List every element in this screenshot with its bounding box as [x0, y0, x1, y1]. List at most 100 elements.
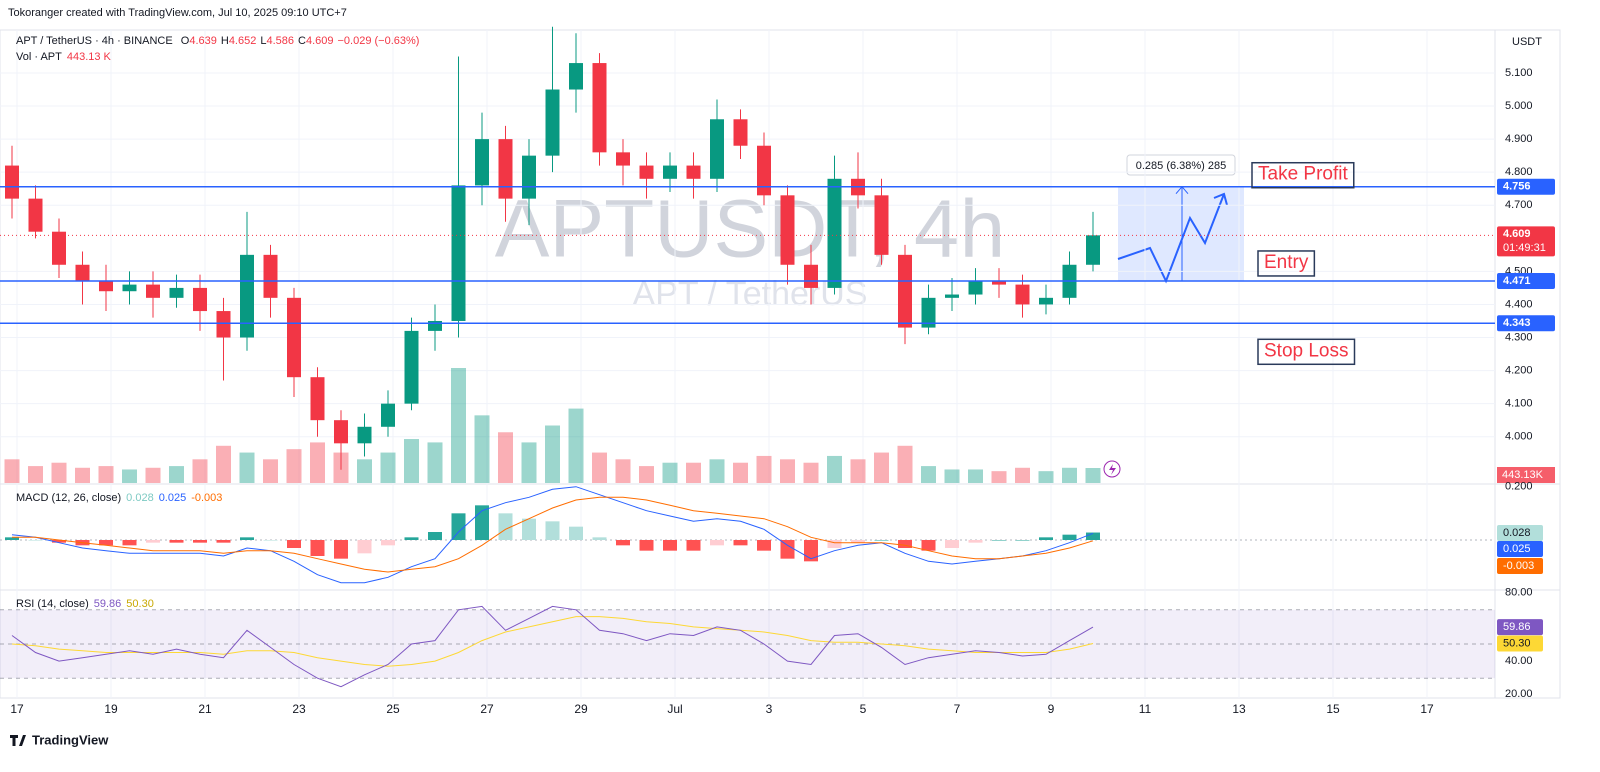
candle-body	[428, 320, 442, 331]
price-line-axis-box	[1497, 272, 1555, 289]
credit: Tokoranger created with TradingView.com,…	[8, 7, 347, 19]
x-tick-label: 19	[104, 702, 118, 716]
volume-bar	[780, 459, 795, 483]
candle-body	[592, 63, 607, 153]
x-tick-label: 9	[1048, 702, 1055, 716]
macd-value: 0.025	[158, 492, 187, 504]
ohlc-item: O4.639	[181, 35, 217, 47]
macd-axis-label: 0.028	[1503, 527, 1531, 539]
currency: USDT	[1512, 36, 1542, 48]
candle-body	[569, 63, 583, 90]
signal-value: -0.003	[191, 492, 223, 504]
volume-bar	[897, 445, 913, 483]
rsi-value: 59.86	[93, 598, 122, 610]
volume-bar	[498, 432, 513, 483]
x-tick-label: 5	[860, 702, 867, 716]
volume-bar	[615, 459, 631, 483]
volume-bar	[568, 408, 584, 483]
volume-bar	[1015, 467, 1030, 483]
candle-body	[52, 231, 66, 265]
macd-histogram-bar	[1015, 540, 1030, 541]
macd-histogram-bar	[52, 540, 66, 543]
macd-histogram-bar	[827, 540, 842, 548]
macd-hist-value: 0.028	[126, 492, 154, 504]
candle-body	[146, 284, 160, 298]
y-tick-label: 4.400	[1505, 298, 1533, 310]
volume-bar	[451, 368, 466, 483]
candle-body	[827, 178, 842, 288]
macd-histogram-bar	[428, 532, 442, 540]
rsi-legend: RSI (14, close) 59.86 50.30	[16, 598, 159, 610]
macd-histogram-bar	[522, 518, 536, 540]
volume-bar	[145, 467, 161, 483]
candle-body	[921, 297, 936, 328]
projection: 0.285 (6.38%) 285	[1118, 154, 1244, 281]
x-tick-label: 17	[10, 702, 24, 716]
macd-histogram-bar	[216, 540, 231, 543]
x-tick-label: 29	[574, 702, 588, 716]
volume-bar	[427, 442, 443, 483]
macd-histogram-bar	[169, 540, 184, 543]
volume-title: Vol · APT	[16, 51, 62, 63]
rsi-line	[11, 605, 1094, 688]
y-tick-label: 4.100	[1505, 398, 1533, 410]
ohlc-item: L4.586	[260, 35, 294, 47]
macd-histogram-bar	[357, 540, 372, 554]
volume-bar	[545, 425, 560, 483]
candle-body	[898, 254, 912, 328]
macd-histogram-bar	[592, 537, 607, 540]
volume-bar	[944, 469, 960, 483]
volume-bar	[921, 466, 936, 483]
rsi-tick-label: 40.00	[1505, 655, 1533, 667]
macd-histogram-bar	[1086, 532, 1100, 540]
y-tick-label: 4.200	[1505, 364, 1533, 376]
macd-histogram-bar	[874, 540, 889, 541]
volume-bar	[733, 462, 748, 483]
macd-histogram-bar	[498, 513, 513, 540]
x-tick-label: 27	[480, 702, 494, 716]
rsi-ma-value: 50.30	[126, 598, 154, 610]
candle-body	[1086, 235, 1100, 265]
volume-bar	[286, 449, 302, 483]
macd-legend: MACD (12, 26, close) 0.028 0.025 -0.003	[16, 492, 227, 504]
y-tick-label: 5.000	[1505, 100, 1533, 112]
macd-histogram-bar	[451, 513, 466, 540]
candle-body	[404, 330, 419, 404]
volume-bar	[991, 471, 1007, 483]
ohlc-item: C4.609	[298, 35, 333, 47]
logo-mark	[10, 735, 26, 746]
rsi-name: RSI (14, close)	[16, 598, 89, 610]
candle-body	[122, 284, 137, 292]
candle-body	[804, 264, 818, 288]
volume-bar	[75, 467, 90, 483]
macd-line	[11, 486, 1094, 584]
volume-bar	[169, 466, 184, 483]
volume-bar	[827, 455, 842, 483]
x-tick-label: 17	[1420, 702, 1434, 716]
candle-body	[710, 119, 724, 179]
macd-histogram-bar	[310, 540, 325, 556]
macd-histogram-bar	[1062, 534, 1077, 540]
ohlc-label: L	[260, 35, 267, 47]
ohlc-label: O	[180, 35, 190, 47]
macd-histogram-bar	[663, 540, 677, 551]
rsi-axis-label: 59.86	[1503, 621, 1531, 633]
candle-body	[5, 165, 19, 199]
price-line-axis-label: 4.471	[1503, 275, 1531, 287]
volume-bar	[380, 452, 396, 483]
candle-body	[522, 155, 536, 199]
candle-body	[357, 426, 372, 444]
candle-body	[616, 152, 630, 166]
macd-histogram-bar	[193, 540, 207, 543]
volume-bar	[1062, 467, 1077, 483]
candle-body	[99, 281, 113, 292]
candle-body	[874, 195, 889, 255]
price-line-axis-label: 4.343	[1503, 317, 1531, 329]
candle-body	[216, 311, 231, 338]
rsi-axis-box	[1497, 619, 1543, 636]
volume-legend: Vol · APT 443.13 K	[16, 51, 116, 63]
frame	[0, 29, 1561, 699]
candle-body	[28, 198, 43, 232]
macd-histogram-bar	[99, 540, 113, 546]
